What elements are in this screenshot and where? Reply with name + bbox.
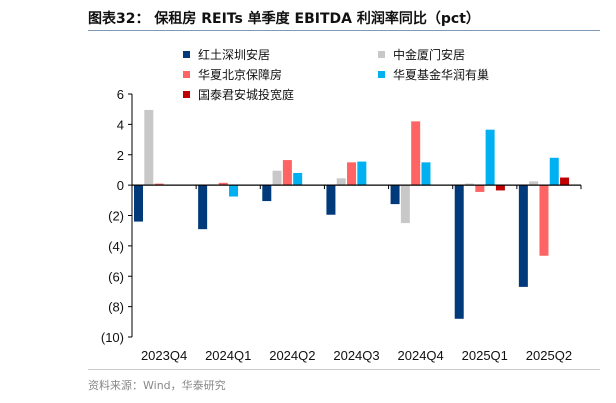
x-tick-label: 2025Q2 (526, 348, 572, 363)
bar-2024Q2-3 (293, 172, 303, 186)
legend-swatch (183, 91, 190, 98)
bar-2023Q4-2 (154, 183, 164, 186)
y-tick-label: 4 (117, 117, 124, 132)
bar-2023Q4-1 (144, 109, 154, 186)
bar-2024Q4-1 (400, 185, 410, 224)
legend-swatch (378, 51, 385, 58)
y-tick-label: (10) (101, 330, 124, 345)
x-tick-label: 2024Q4 (398, 348, 444, 363)
bar-2024Q2-2 (282, 160, 292, 186)
bar-2025Q1-0 (454, 185, 464, 319)
legend-label: 华夏北京保障房 (198, 68, 283, 82)
bar-2024Q3-0 (326, 185, 336, 215)
bar-2024Q1-2 (218, 182, 228, 186)
legend-item: 国泰君安城投宽庭 (183, 86, 294, 103)
legend-item: 红土深圳安居 (183, 46, 270, 63)
bar-2024Q4-2 (411, 121, 421, 186)
legend-label: 华夏基金华润有巢 (393, 68, 490, 82)
bar-2025Q2-3 (549, 157, 559, 186)
legend-swatch (183, 71, 190, 78)
bar-2025Q1-1 (465, 183, 475, 186)
x-tick-label: 2025Q1 (462, 348, 508, 363)
bar-2024Q4-0 (390, 185, 400, 205)
title-divider (88, 30, 600, 31)
legend-swatch (183, 51, 190, 58)
bar-2025Q1-4 (495, 185, 505, 191)
legend-item: 华夏基金华润有巢 (378, 66, 489, 83)
bar-2024Q4-3 (421, 162, 431, 186)
y-tick-label: 6 (117, 87, 124, 102)
bar-2024Q1-0 (198, 185, 208, 230)
bar-2024Q3-1 (336, 178, 346, 186)
y-tick-label: (6) (108, 269, 124, 284)
y-tick-label: 2 (117, 148, 124, 163)
legend-label: 中金厦门安居 (393, 48, 466, 62)
bar-2025Q2-0 (518, 185, 528, 287)
legend-label: 红土深圳安居 (198, 48, 271, 62)
bar-2024Q2-1 (272, 170, 282, 186)
source-divider (88, 369, 600, 370)
x-tick-label: 2024Q2 (269, 348, 315, 363)
bar-2024Q3-2 (347, 162, 357, 186)
bar-2025Q1-2 (475, 185, 485, 192)
legend-swatch (378, 71, 385, 78)
legend-item: 中金厦门安居 (378, 46, 465, 63)
x-tick-label: 2024Q1 (205, 348, 251, 363)
bar-2025Q2-2 (539, 185, 549, 256)
y-tick-label: (2) (108, 209, 124, 224)
y-tick-label: (8) (108, 300, 124, 315)
x-tick-label: 2024Q3 (333, 348, 379, 363)
bar-2025Q2-4 (560, 177, 570, 186)
legend-label: 国泰君安城投宽庭 (198, 88, 295, 102)
bar-2025Q1-3 (485, 129, 495, 186)
bar-2024Q1-3 (229, 185, 239, 197)
bar-2025Q2-1 (529, 181, 539, 186)
y-tick-label: 0 (117, 178, 124, 193)
y-tick-label: (4) (108, 239, 124, 254)
source-note: 资料来源：Wind，华泰研究 (88, 379, 226, 392)
bar-2024Q3-3 (357, 161, 367, 186)
legend-item: 华夏北京保障房 (183, 66, 282, 83)
bar-2023Q4-0 (134, 185, 143, 222)
bar-2024Q2-0 (262, 185, 272, 202)
chart-title: 图表32： 保租房 REITs 单季度 EBITDA 利润率同比（pct） (88, 11, 480, 27)
x-tick-label: 2023Q4 (141, 348, 187, 363)
